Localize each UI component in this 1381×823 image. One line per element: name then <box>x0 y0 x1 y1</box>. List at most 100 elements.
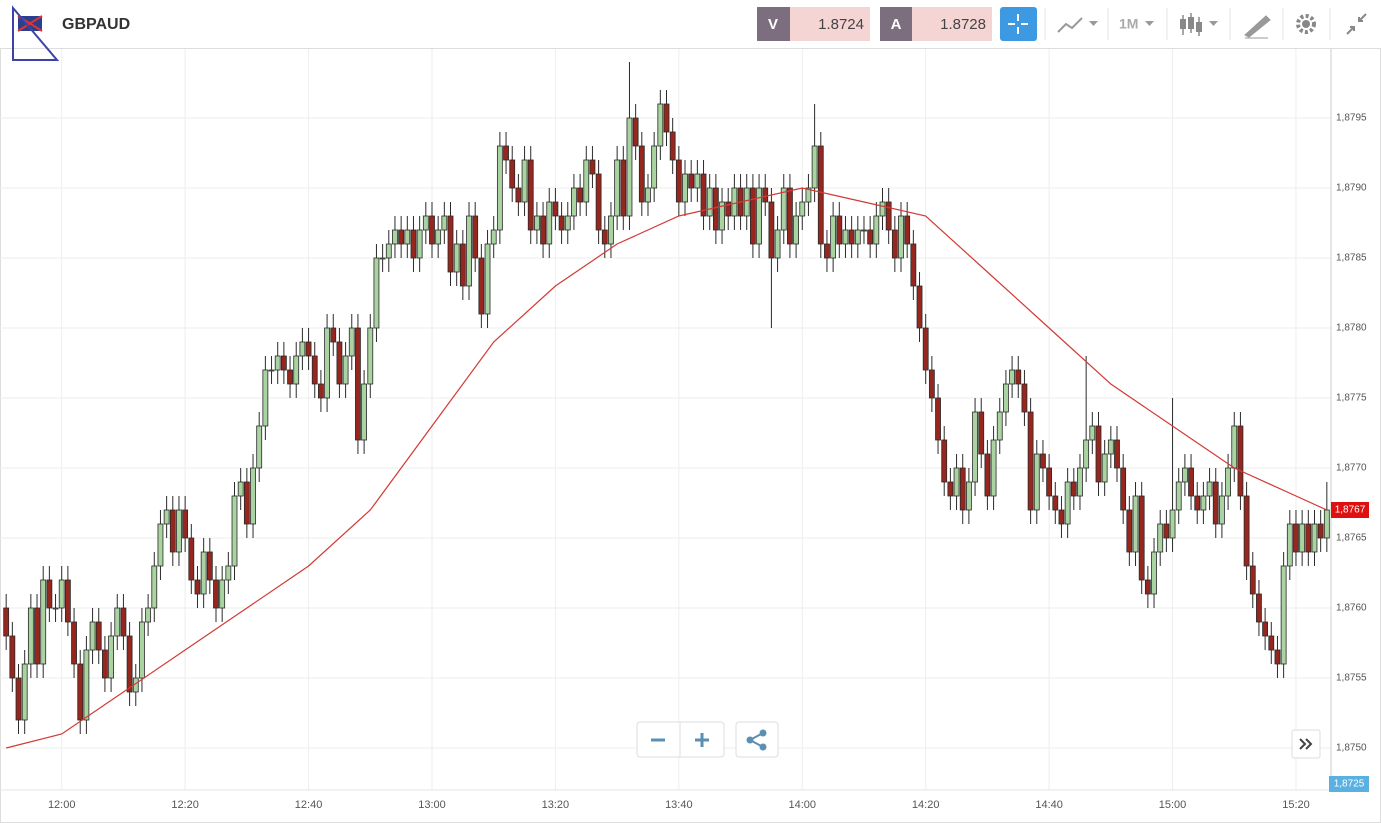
candle-body <box>1181 467 1188 483</box>
candle-body <box>700 173 707 217</box>
candle-body <box>941 439 948 483</box>
y-tick-label: 1,8750 <box>1336 743 1367 754</box>
candle-body <box>953 467 960 497</box>
candle-body <box>348 327 355 357</box>
candle-body <box>484 243 491 315</box>
candle-body <box>879 201 886 217</box>
candle-body <box>799 201 806 217</box>
candle-body <box>231 495 238 567</box>
candle-body <box>1268 635 1275 651</box>
y-tick-label: 1,8755 <box>1336 673 1367 684</box>
candle-body <box>873 215 880 245</box>
candle-body <box>904 215 911 245</box>
chart-type-icon[interactable] <box>1057 17 1083 33</box>
candle-body <box>243 481 250 525</box>
cursor-price-tag <box>1329 776 1369 792</box>
candle-body <box>1033 453 1040 511</box>
caret <box>1209 21 1218 26</box>
bid-tag[interactable] <box>757 7 790 41</box>
y-tick-label: 1,8775 <box>1336 393 1367 404</box>
x-tick-label: 15:20 <box>1282 799 1310 811</box>
candle-body <box>1009 369 1015 385</box>
candle-body <box>978 411 985 455</box>
settings-icon[interactable] <box>1296 14 1316 34</box>
candle-body <box>1064 481 1071 525</box>
candle-body <box>219 579 226 609</box>
ask-box[interactable] <box>912 7 992 41</box>
candle-body <box>139 621 145 679</box>
separators <box>1044 8 1331 40</box>
candle-body <box>1299 523 1306 553</box>
candle-body <box>768 201 775 259</box>
y-tick-label: 1,8770 <box>1336 463 1367 474</box>
x-tick-label: 12:00 <box>48 799 76 811</box>
bid-letter: V <box>768 16 778 33</box>
symbol-title: GBPAUD <box>62 16 130 33</box>
candle-body <box>743 187 750 217</box>
candle-body <box>379 257 386 260</box>
ask-tag[interactable] <box>880 7 912 41</box>
candle-body <box>651 145 658 189</box>
candle-body <box>120 607 127 637</box>
crosshair-button[interactable] <box>1000 7 1037 41</box>
candle-body <box>293 355 300 385</box>
candle-body <box>145 607 152 623</box>
candle-body <box>731 187 738 217</box>
candle-body <box>34 607 40 665</box>
candle-body <box>1225 467 1231 497</box>
candle-body <box>503 145 509 161</box>
candle-body <box>626 117 633 217</box>
candle-body <box>706 187 713 217</box>
candle-body <box>447 215 454 273</box>
candle-body <box>40 579 47 665</box>
candle-body <box>663 103 670 133</box>
candle-body <box>534 215 540 231</box>
candle-body <box>361 383 368 441</box>
candle-body <box>441 215 448 231</box>
candle-body <box>1126 509 1133 553</box>
candle-body <box>1052 495 1059 511</box>
bid-price: 1.8724 <box>818 16 864 33</box>
candle-body <box>21 663 28 721</box>
interval[interactable]: 1M <box>1119 16 1138 32</box>
candle-body <box>1151 551 1157 595</box>
candle-body <box>1046 467 1053 497</box>
candle-body <box>1280 565 1287 665</box>
candle-icon[interactable] <box>1180 17 1202 32</box>
zoom-in[interactable] <box>695 733 709 747</box>
candle-body <box>1101 453 1108 483</box>
candle-body <box>182 509 189 539</box>
candle-body <box>861 229 867 232</box>
candle-body <box>453 243 460 273</box>
draw-icon[interactable] <box>1244 15 1271 39</box>
candle-body <box>324 327 330 399</box>
candle-body <box>287 369 293 385</box>
candle-body <box>126 635 133 693</box>
candle-body <box>959 467 966 511</box>
share-button[interactable] <box>735 721 779 758</box>
candle-body <box>885 201 892 231</box>
x-tick-label: 13:40 <box>665 799 693 811</box>
candle-body <box>1157 523 1164 553</box>
candle-body <box>712 187 719 231</box>
x-tick-label: 12:40 <box>295 799 323 811</box>
candle-body <box>496 145 503 231</box>
candle-body <box>213 579 219 609</box>
candle-body <box>355 327 361 441</box>
candle-body <box>793 215 799 245</box>
candle-body <box>1219 495 1225 525</box>
candle-body <box>558 215 565 231</box>
candle-body <box>330 327 337 343</box>
candle-body <box>780 187 787 231</box>
candle-body <box>848 229 855 245</box>
x-tick-label: 13:00 <box>418 799 446 811</box>
candle-body <box>824 243 830 259</box>
candle-body <box>15 677 22 721</box>
candle-body <box>638 145 645 203</box>
bid-box[interactable] <box>790 7 870 41</box>
candle-body <box>1286 523 1293 567</box>
share-dot <box>759 729 767 737</box>
candle-body <box>3 607 10 637</box>
collapse-icon[interactable] <box>1346 13 1367 35</box>
candle-body <box>972 411 978 483</box>
